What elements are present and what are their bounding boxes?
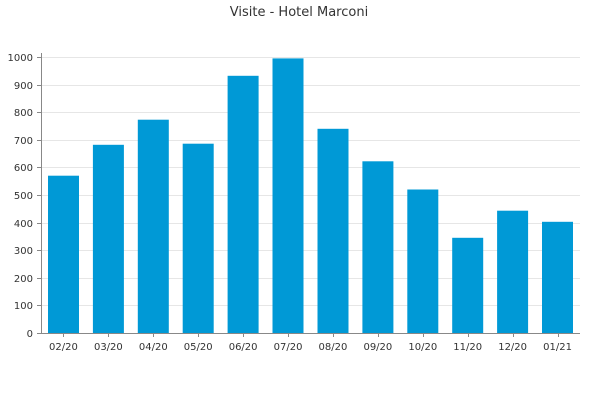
bar bbox=[48, 175, 79, 333]
bar bbox=[407, 189, 439, 333]
y-tick-label: 300 bbox=[14, 246, 33, 257]
x-tick-label: 02/20 bbox=[49, 342, 78, 353]
bar bbox=[137, 119, 169, 333]
y-tick-label: 400 bbox=[14, 219, 33, 230]
y-tick-label: 800 bbox=[14, 108, 33, 119]
x-tick-label: 04/20 bbox=[139, 342, 168, 353]
bar bbox=[317, 128, 349, 333]
x-tick-label: 06/20 bbox=[229, 342, 258, 353]
x-tick-label: 03/20 bbox=[94, 342, 123, 353]
bar bbox=[182, 143, 214, 333]
y-tick-label: 200 bbox=[14, 274, 33, 285]
bar bbox=[362, 161, 394, 333]
x-tick-label: 05/20 bbox=[184, 342, 213, 353]
x-axis-ticks: 02/20 03/20 04/20 05/20 06/20 07/20 08/20 09/20… bbox=[49, 333, 572, 353]
y-tick-label: 600 bbox=[14, 163, 33, 174]
y-tick-label: 700 bbox=[14, 136, 33, 147]
y-tick-label: 1000 bbox=[8, 53, 33, 64]
axes bbox=[41, 53, 580, 334]
bars bbox=[48, 58, 573, 334]
bar bbox=[452, 237, 484, 333]
x-tick-label: 07/20 bbox=[274, 342, 303, 353]
y-tick-label: 500 bbox=[14, 191, 33, 202]
y-axis-ticks: 0 100 200 300 400 500 600 700 800 900 1000 bbox=[8, 53, 41, 340]
x-tick-label: 12/20 bbox=[498, 342, 527, 353]
x-tick-label: 10/20 bbox=[408, 342, 437, 353]
y-tick-label: 100 bbox=[14, 301, 33, 312]
chart-title: Visite - Hotel Marconi bbox=[230, 5, 368, 20]
x-tick-label: 09/20 bbox=[363, 342, 392, 353]
bar bbox=[497, 210, 529, 333]
y-tick-label: 900 bbox=[14, 81, 33, 92]
bar bbox=[272, 58, 304, 334]
gridlines bbox=[41, 57, 580, 306]
x-tick-label: 01/21 bbox=[543, 342, 572, 353]
y-tick-label: 0 bbox=[27, 329, 33, 340]
bar bbox=[92, 144, 124, 333]
x-tick-label: 08/20 bbox=[319, 342, 348, 353]
bar bbox=[542, 221, 573, 333]
bar bbox=[227, 75, 259, 334]
x-tick-label: 11/20 bbox=[453, 342, 482, 353]
